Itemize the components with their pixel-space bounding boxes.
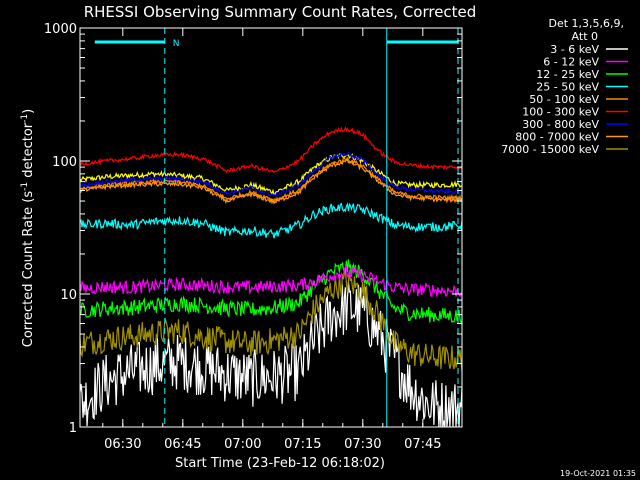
chart-title: RHESSI Observing Summary Count Rates, Co… bbox=[84, 3, 477, 21]
legend-label-3: 25 - 50 keV bbox=[536, 81, 599, 94]
legend-label-5: 100 - 300 keV bbox=[522, 106, 599, 119]
x-tick-label-1: 06:45 bbox=[164, 437, 201, 452]
series-300-800-kev-line bbox=[79, 151, 463, 198]
x-tick-label-5: 07:45 bbox=[404, 437, 441, 452]
series-yellow bbox=[79, 153, 463, 196]
y-tick-label-2: 100 bbox=[52, 155, 77, 170]
night-bar-label-0: N bbox=[173, 39, 180, 49]
y-axis-label-main: Corrected Count Rate (s bbox=[21, 191, 36, 348]
plot-frame bbox=[79, 27, 463, 428]
series-100-300-kev-line bbox=[79, 126, 463, 174]
series-25-50-kev bbox=[79, 202, 463, 239]
series-7000-15000-kev-line bbox=[79, 270, 463, 371]
legend-header-line2: Att 0 bbox=[572, 30, 598, 43]
legend-label-1: 6 - 12 keV bbox=[543, 56, 599, 69]
x-tick-label-3: 07:15 bbox=[284, 437, 321, 452]
x-tick-label-0: 06:30 bbox=[104, 437, 141, 452]
series-12-25-kev bbox=[79, 259, 463, 325]
series-50-100-kev bbox=[79, 156, 463, 203]
y-tick-label-1: 10 bbox=[60, 288, 77, 303]
legend-label-8: 7000 - 15000 keV bbox=[501, 143, 599, 156]
series-300-800-kev bbox=[79, 151, 463, 198]
legend-header-line1: Det 1,3,5,6,9, bbox=[548, 17, 624, 30]
series-50-100-kev-line bbox=[79, 156, 463, 203]
footer-timestamp: 19-Oct-2021 01:35 bbox=[560, 469, 636, 478]
legend-label-4: 50 - 100 keV bbox=[529, 93, 599, 106]
y-axis-label-sup1: -1 bbox=[20, 182, 30, 191]
x-tick-label-4: 07:30 bbox=[344, 437, 381, 452]
series-25-50-kev-line bbox=[79, 202, 463, 239]
y-tick-label-0: 1 bbox=[69, 421, 77, 436]
series-group bbox=[79, 126, 463, 428]
marker-group: N bbox=[94, 28, 459, 427]
y-axis-ticks: 1 10 100 1000 bbox=[44, 22, 462, 436]
legend-label-0: 3 - 6 keV bbox=[550, 43, 599, 56]
y-axis-label-mid: detector bbox=[21, 122, 36, 182]
series-6-12-kev-line bbox=[79, 265, 463, 298]
series-12-25-kev-line bbox=[79, 259, 463, 325]
series-6-12-kev bbox=[79, 265, 463, 298]
y-tick-label-3: 1000 bbox=[44, 22, 77, 37]
series-7000-15000-kev bbox=[79, 270, 463, 371]
legend-label-2: 12 - 25 keV bbox=[536, 68, 599, 81]
y-axis-label-end: ) bbox=[21, 109, 36, 114]
y-axis-label: Corrected Count Rate (s-1 detector-1) bbox=[20, 109, 36, 347]
x-tick-label-2: 07:00 bbox=[224, 437, 261, 452]
legend-label-7: 800 - 7000 keV bbox=[515, 131, 599, 144]
legend-label-6: 300 - 800 keV bbox=[522, 118, 599, 131]
series-yellow-line bbox=[79, 153, 463, 196]
x-axis-ticks: 06:30 06:45 07:00 07:15 07:30 07:45 bbox=[102, 28, 444, 452]
y-axis-label-sup2: -1 bbox=[20, 114, 30, 123]
x-axis-label: Start Time (23-Feb-12 06:18:02) bbox=[175, 456, 385, 471]
series-100-300-kev bbox=[79, 126, 463, 174]
